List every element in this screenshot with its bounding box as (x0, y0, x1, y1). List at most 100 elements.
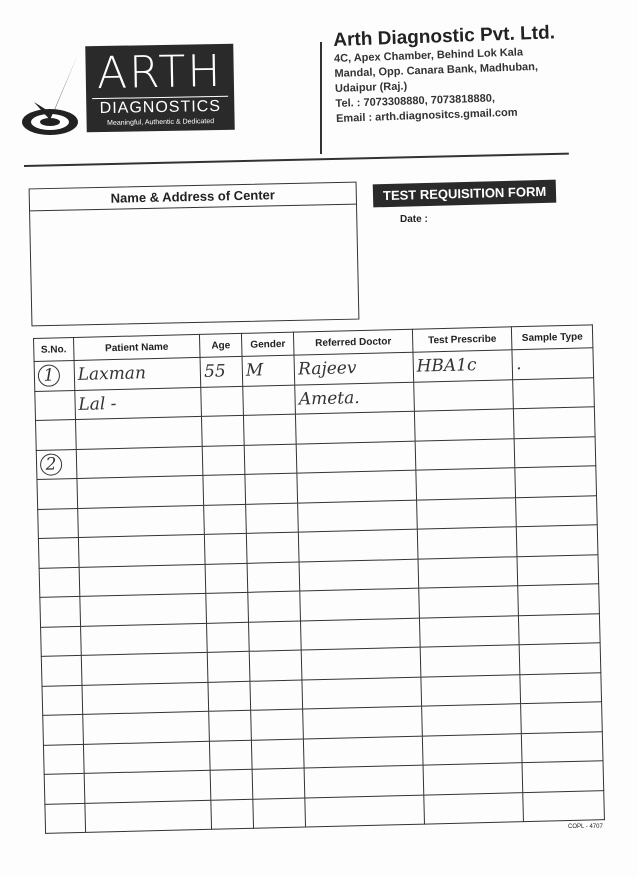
table-cell[interactable] (244, 443, 298, 475)
table-cell[interactable] (208, 680, 251, 712)
table-cell[interactable]: Lal - (74, 386, 202, 420)
table-cell[interactable] (249, 679, 303, 711)
table-cell[interactable] (415, 467, 516, 500)
table-cell[interactable] (38, 537, 79, 568)
table-cell[interactable]: 55 (200, 356, 243, 387)
table-cell[interactable]: . (512, 347, 594, 380)
table-cell[interactable] (417, 556, 519, 589)
table-cell[interactable] (202, 444, 245, 476)
table-cell[interactable]: Rajeev (294, 352, 414, 385)
table-cell[interactable] (249, 650, 303, 681)
table-cell[interactable] (83, 740, 211, 774)
table-cell[interactable] (298, 529, 418, 562)
table-cell[interactable] (516, 524, 598, 557)
table-cell[interactable] (84, 799, 212, 833)
table-cell[interactable] (208, 710, 252, 741)
table-cell[interactable] (513, 406, 596, 439)
table-cell[interactable]: Ameta. (294, 381, 415, 415)
table-cell[interactable] (82, 711, 210, 744)
table-cell[interactable] (413, 379, 514, 412)
table-cell[interactable] (295, 411, 415, 444)
table-cell[interactable] (422, 733, 523, 766)
table-cell[interactable] (205, 592, 249, 623)
table-cell[interactable] (296, 440, 416, 474)
table-cell[interactable] (302, 706, 423, 739)
table-cell[interactable] (79, 593, 207, 626)
table-cell[interactable] (305, 794, 425, 827)
table-cell[interactable] (252, 767, 306, 799)
table-cell[interactable]: Laxman (73, 357, 201, 391)
table-cell[interactable] (416, 497, 517, 530)
table-cell[interactable] (43, 743, 84, 775)
table-cell[interactable] (520, 701, 603, 734)
table-cell[interactable] (421, 703, 522, 736)
table-cell[interactable] (418, 585, 519, 618)
table-cell[interactable] (420, 674, 521, 707)
table-cell[interactable] (250, 709, 304, 740)
table-cell[interactable] (35, 419, 77, 450)
table-cell[interactable] (519, 642, 601, 675)
table-cell[interactable] (422, 762, 524, 795)
table-cell[interactable] (206, 621, 250, 653)
table-cell[interactable] (517, 554, 599, 586)
table-cell[interactable] (200, 385, 244, 417)
table-cell[interactable] (297, 499, 418, 533)
table-cell[interactable] (297, 470, 417, 503)
table-cell[interactable] (37, 507, 79, 539)
table-cell[interactable] (243, 414, 297, 445)
table-cell[interactable]: 1 (34, 360, 75, 391)
table-cell[interactable] (419, 615, 520, 648)
table-cell[interactable] (419, 644, 521, 677)
table-cell[interactable]: M (242, 355, 295, 386)
table-cell[interactable] (78, 563, 206, 597)
table-cell[interactable] (81, 652, 209, 685)
table-cell[interactable] (75, 416, 203, 449)
table-cell[interactable] (515, 465, 597, 498)
table-cell[interactable] (210, 769, 253, 800)
table-cell[interactable] (244, 473, 298, 504)
table-cell[interactable] (40, 625, 82, 657)
table-cell[interactable] (44, 773, 85, 804)
table-cell[interactable] (514, 436, 596, 468)
table-cell[interactable] (302, 676, 422, 710)
table-cell[interactable] (303, 735, 423, 768)
table-cell[interactable] (78, 534, 206, 567)
table-cell[interactable] (518, 583, 600, 616)
table-cell[interactable] (39, 596, 81, 627)
table-cell[interactable] (414, 438, 516, 471)
table-cell[interactable] (201, 415, 245, 446)
table-cell[interactable] (41, 655, 82, 686)
table-cell[interactable] (300, 617, 420, 651)
table-cell[interactable] (247, 591, 301, 622)
table-cell[interactable]: HBA1c (412, 349, 513, 382)
table-cell[interactable] (515, 495, 598, 527)
table-cell[interactable] (76, 445, 204, 479)
table-cell[interactable]: 2 (36, 448, 77, 480)
table-cell[interactable] (523, 790, 605, 822)
table-cell[interactable] (423, 792, 524, 825)
table-cell[interactable] (300, 588, 420, 621)
table-cell[interactable] (203, 503, 247, 535)
table-cell[interactable] (301, 647, 421, 680)
table-cell[interactable] (414, 408, 515, 441)
table-cell[interactable] (251, 738, 305, 770)
table-cell[interactable] (252, 797, 306, 829)
table-cell[interactable] (205, 562, 248, 594)
table-cell[interactable] (522, 760, 604, 793)
table-cell[interactable] (36, 478, 78, 509)
table-cell[interactable] (518, 613, 601, 645)
table-cell[interactable] (42, 684, 83, 716)
table-cell[interactable] (77, 504, 205, 538)
table-cell[interactable] (80, 622, 208, 656)
table-cell[interactable] (245, 502, 299, 534)
table-cell[interactable] (521, 731, 603, 763)
table-cell[interactable] (44, 802, 86, 834)
table-cell[interactable] (42, 714, 84, 745)
table-cell[interactable] (242, 384, 296, 416)
table-cell[interactable] (247, 561, 301, 593)
table-cell[interactable] (211, 798, 254, 830)
table-cell[interactable] (83, 770, 212, 803)
table-cell[interactable] (417, 526, 518, 559)
center-address-box[interactable]: Name & Address of Center (28, 181, 360, 327)
table-cell[interactable] (76, 475, 204, 508)
